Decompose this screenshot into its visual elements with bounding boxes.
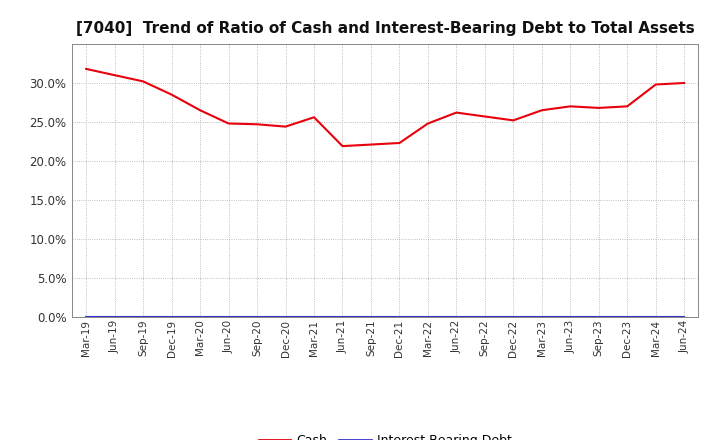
Title: [7040]  Trend of Ratio of Cash and Interest-Bearing Debt to Total Assets: [7040] Trend of Ratio of Cash and Intere…	[76, 21, 695, 36]
Legend: Cash, Interest-Bearing Debt: Cash, Interest-Bearing Debt	[253, 429, 517, 440]
